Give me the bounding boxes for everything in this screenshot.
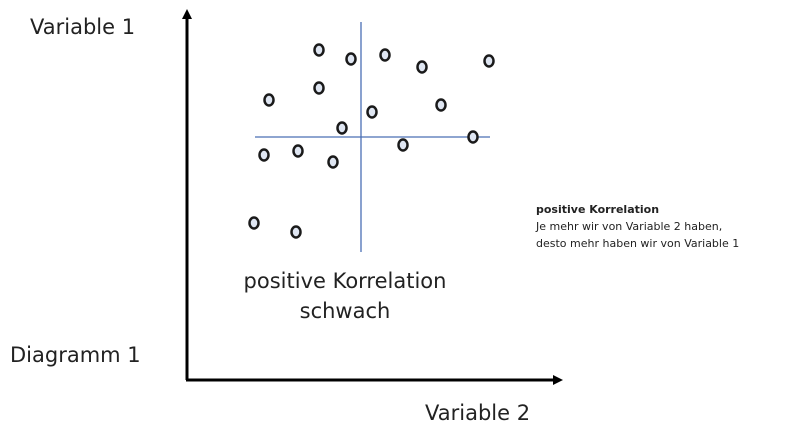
point bbox=[345, 52, 357, 66]
point bbox=[366, 105, 378, 119]
point bbox=[416, 60, 428, 74]
point bbox=[435, 98, 447, 112]
y-axis-label: Variable 1 bbox=[30, 15, 135, 39]
points bbox=[248, 43, 495, 239]
point bbox=[292, 144, 304, 158]
note-title: positive Korrelation bbox=[536, 203, 659, 216]
note-line: Je mehr wir von Variable 2 haben, bbox=[535, 220, 722, 233]
point bbox=[263, 93, 275, 107]
point bbox=[258, 148, 270, 162]
caption-line: schwach bbox=[300, 299, 391, 323]
point bbox=[397, 138, 409, 152]
point bbox=[290, 225, 302, 239]
point bbox=[379, 48, 391, 62]
point bbox=[327, 155, 339, 169]
point bbox=[467, 130, 479, 144]
point bbox=[313, 81, 325, 95]
point bbox=[313, 43, 325, 57]
point bbox=[483, 54, 495, 68]
x-axis-label: Variable 2 bbox=[425, 401, 530, 425]
caption-line: positive Korrelation bbox=[244, 269, 447, 293]
point bbox=[248, 216, 260, 230]
diagram-label: Diagramm 1 bbox=[10, 343, 141, 367]
point bbox=[336, 121, 348, 135]
note-line: desto mehr haben wir von Variable 1 bbox=[536, 237, 739, 250]
